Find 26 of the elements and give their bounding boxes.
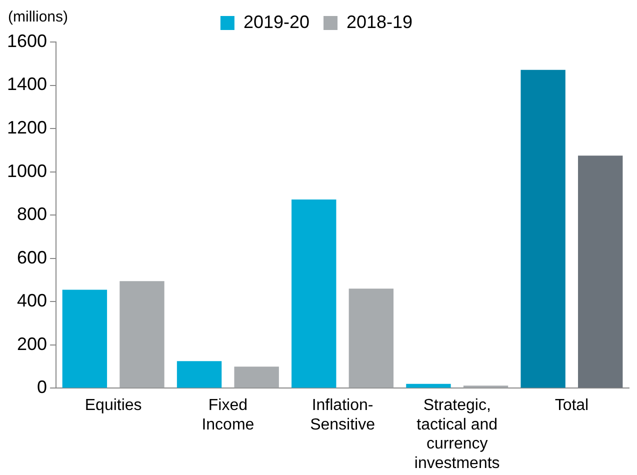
bar: [234, 366, 279, 388]
bar: [578, 156, 623, 388]
x-tick-label: Fixed Income: [202, 397, 254, 434]
x-tick-label: Total: [554, 397, 589, 414]
legend-label: 2019-20: [243, 12, 310, 32]
x-tick-label: Equities: [84, 397, 142, 414]
x-tick-label: Inflation- Sensitive: [310, 397, 376, 434]
y-tick-label: 200: [16, 334, 48, 354]
bar: [62, 290, 108, 388]
y-tick-label: 1000: [6, 160, 48, 181]
bar: [120, 281, 164, 388]
bar: [406, 384, 451, 388]
y-tick-label: 1200: [6, 118, 48, 138]
y-axis-title: (millions): [8, 8, 68, 26]
bar: [348, 288, 394, 388]
y-tick-label: 400: [16, 290, 48, 311]
x-tick-label: Strategic, tactical and currency investments: [414, 397, 500, 472]
legend-label: 2018-19: [346, 12, 413, 32]
y-tick-label: 600: [16, 247, 48, 268]
y-tick-label: 1600: [6, 30, 48, 51]
bar: [520, 70, 566, 388]
y-tick-label: 0: [37, 377, 48, 398]
bar: [176, 361, 222, 388]
y-tick-label: 1400: [6, 74, 48, 94]
y-tick-label: 800: [16, 204, 48, 224]
bar: [292, 200, 336, 388]
